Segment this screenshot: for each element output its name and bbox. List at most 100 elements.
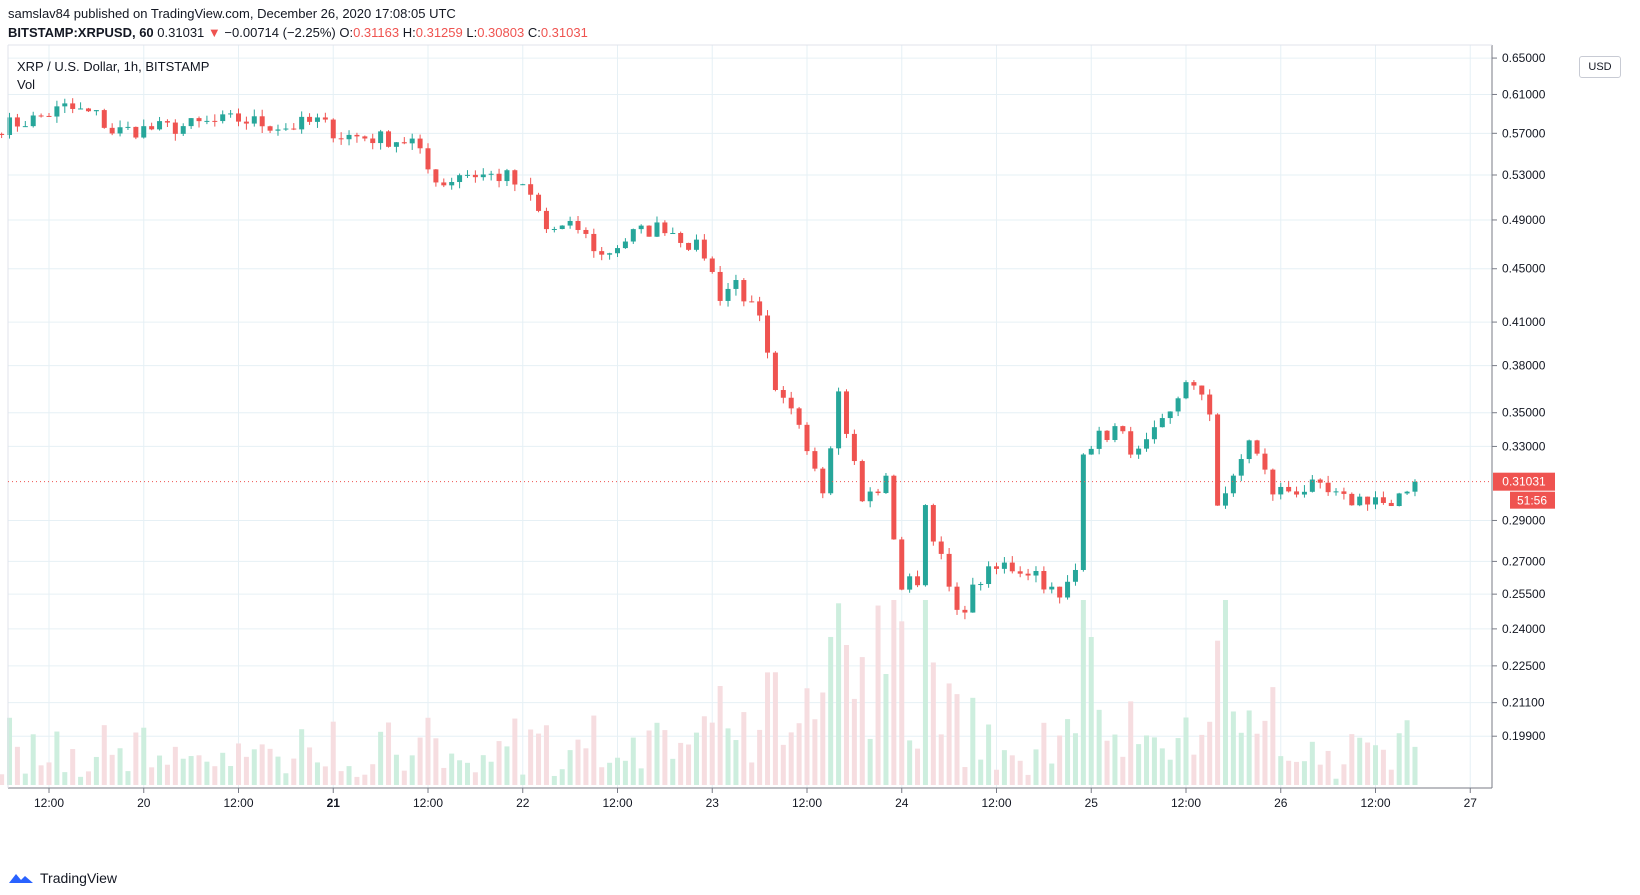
- candle-body: [1199, 385, 1205, 395]
- volume-bar: [180, 758, 186, 785]
- volume-bar: [1365, 742, 1371, 785]
- candle-body: [393, 142, 399, 147]
- candle-body: [843, 391, 849, 434]
- volume-bar: [1349, 734, 1355, 785]
- chart-axes: 0.65000 0.61000 0.57000 0.53000 0.49000 0.450…: [7, 44, 1555, 810]
- volume-bar: [433, 738, 439, 785]
- volume-bar: [1380, 749, 1386, 785]
- volume-bar: [370, 764, 376, 785]
- volume-bar: [662, 730, 668, 785]
- candlesticks: [0, 98, 1418, 620]
- volume-bar: [228, 766, 234, 785]
- volume-bar: [670, 758, 676, 785]
- candle-body: [749, 301, 755, 303]
- candle-body: [433, 169, 439, 183]
- low-label: L:: [466, 25, 478, 40]
- candle-body: [520, 184, 526, 186]
- candle-body: [1057, 586, 1063, 598]
- x-tick-label: 23: [706, 796, 720, 810]
- candle-body: [899, 539, 905, 590]
- volume-bar: [504, 746, 510, 785]
- volume-bar: [164, 764, 170, 785]
- candle-body: [370, 138, 376, 144]
- volume-bar: [962, 767, 968, 785]
- y-tick-label: 0.22500: [1502, 659, 1546, 673]
- volume-bar: [401, 770, 407, 785]
- candle-body: [1404, 491, 1410, 494]
- x-tick-label: 21: [327, 796, 341, 810]
- volume-bar: [393, 754, 399, 785]
- volume-bar: [867, 738, 873, 785]
- candle-body: [1025, 573, 1031, 576]
- volume-bar: [970, 697, 976, 785]
- volume-bar: [559, 769, 565, 785]
- volume-bar: [149, 767, 155, 785]
- candle-body: [62, 103, 68, 107]
- candle-body: [164, 121, 170, 123]
- candle-body: [994, 566, 999, 569]
- candle-body: [409, 138, 415, 144]
- countdown-label: 51:56: [1517, 494, 1547, 508]
- candle-body: [46, 115, 52, 117]
- candle-body: [54, 106, 60, 117]
- x-tick-label: 12:00: [602, 796, 632, 810]
- volume-bar: [1357, 737, 1363, 785]
- candle-body: [488, 173, 494, 175]
- volume-bar: [101, 725, 107, 785]
- x-tick-label: 27: [1464, 796, 1478, 810]
- candle-body: [701, 239, 707, 259]
- volume-bar: [646, 730, 652, 785]
- volume-bar: [536, 733, 542, 785]
- volume-bar: [46, 762, 52, 785]
- volume-bar: [1199, 734, 1205, 785]
- volume-bar: [457, 760, 463, 785]
- candle-body: [820, 468, 826, 494]
- volume-bar: [599, 767, 605, 785]
- candle-body: [133, 126, 139, 138]
- y-tick-label: 0.57000: [1502, 126, 1546, 140]
- candle-body: [85, 108, 91, 112]
- candle-body: [441, 182, 447, 186]
- volume-bar: [1270, 687, 1276, 785]
- volume-bar: [314, 762, 320, 785]
- currency-button[interactable]: USD: [1579, 56, 1621, 78]
- volume-bar: [986, 724, 992, 785]
- x-tick-label: 22: [516, 796, 530, 810]
- candle-body: [259, 116, 265, 127]
- candle-body: [1301, 491, 1307, 495]
- volume-bar: [583, 748, 589, 785]
- x-tick-label: 26: [1274, 796, 1288, 810]
- volume-bar: [836, 603, 842, 785]
- candle-body: [607, 253, 613, 255]
- candle-body: [1159, 418, 1165, 428]
- candle-body: [622, 241, 628, 249]
- candle-body: [1246, 440, 1252, 460]
- candle-body: [464, 174, 470, 176]
- candle-body: [1317, 479, 1323, 483]
- candle-body: [1120, 426, 1126, 432]
- volume-bar: [275, 756, 281, 785]
- y-tick-label: 0.19900: [1502, 729, 1546, 743]
- volume-bar: [1136, 744, 1142, 785]
- volume-bar: [78, 776, 84, 785]
- volume-bar: [622, 760, 628, 785]
- candle-body: [851, 433, 857, 462]
- volume-bar: [709, 722, 715, 785]
- candle-body: [1009, 562, 1015, 572]
- candle-body: [172, 122, 178, 134]
- candle-body: [1325, 482, 1331, 493]
- volume-bar: [1373, 745, 1378, 785]
- candle-body: [101, 110, 107, 128]
- volume-bar: [1167, 759, 1173, 785]
- volume-bar: [851, 698, 857, 785]
- candle-body: [125, 126, 131, 128]
- volume-bar: [291, 758, 297, 785]
- candle-body: [599, 251, 605, 255]
- candle-body: [1349, 493, 1355, 506]
- candle-body: [220, 114, 226, 122]
- volume-bar: [322, 766, 328, 785]
- volume-bar: [1025, 774, 1031, 785]
- volume-bar: [875, 605, 881, 785]
- candle-body: [583, 229, 589, 234]
